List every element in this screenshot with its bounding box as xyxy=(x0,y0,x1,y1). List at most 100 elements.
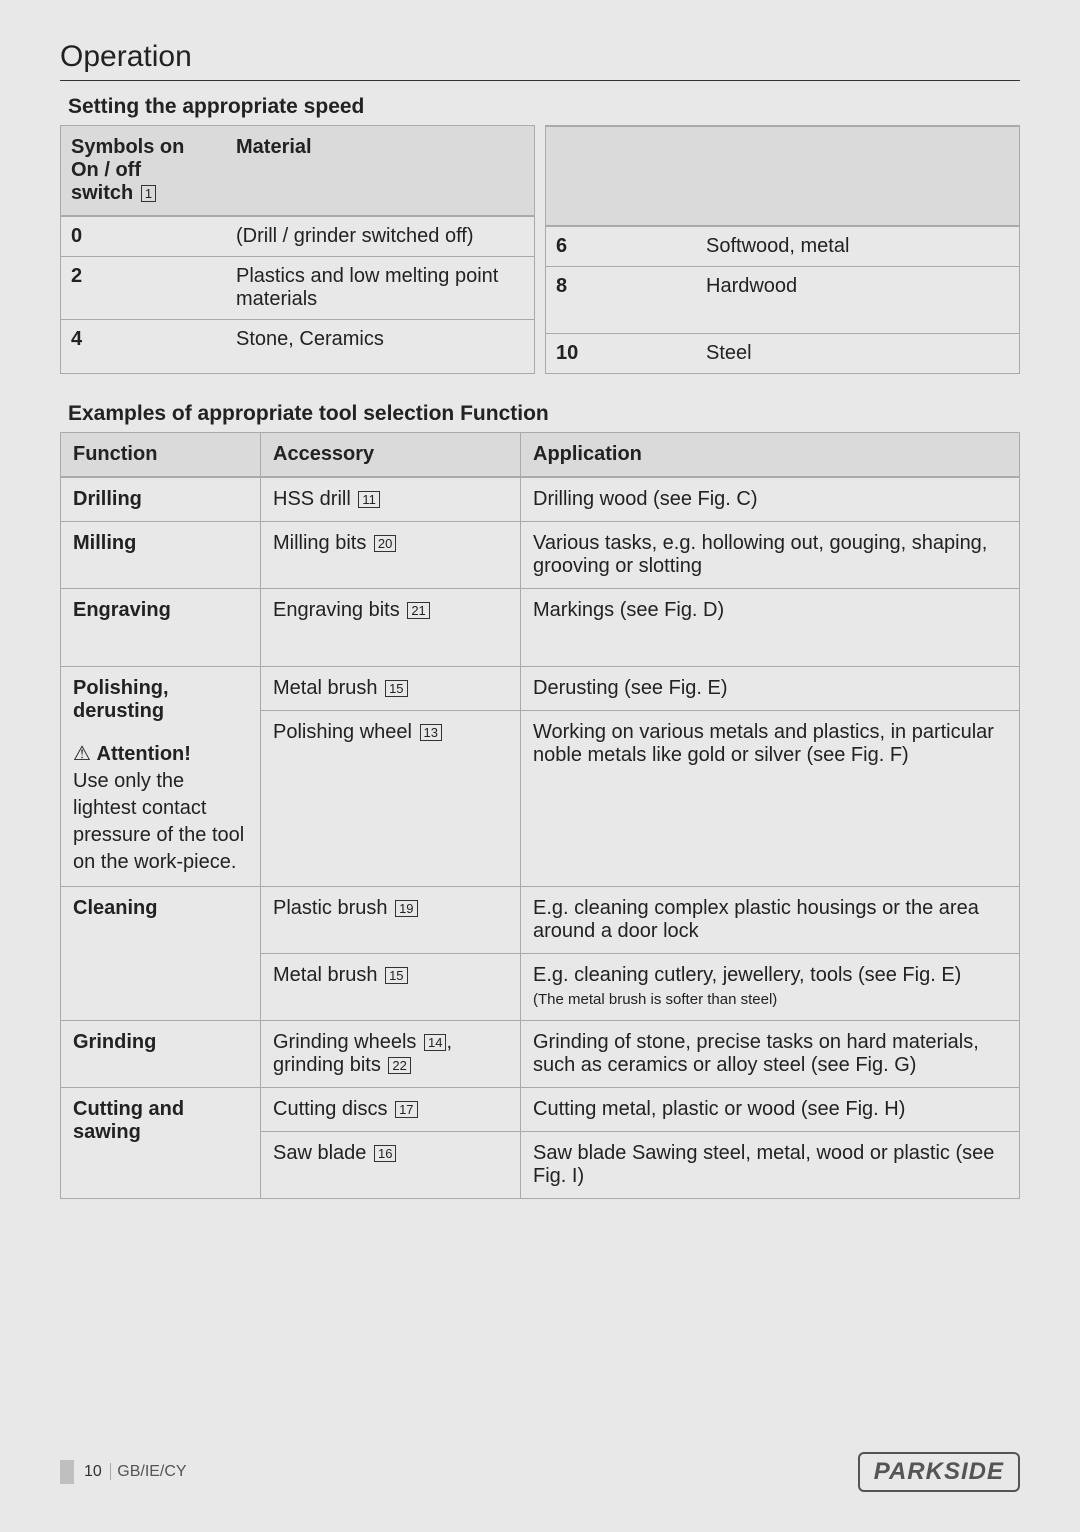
speed-symbol: 4 xyxy=(61,320,226,359)
accessory: Engraving bits 21 xyxy=(261,589,521,666)
section-title: Operation xyxy=(60,40,1020,81)
ref-box: 17 xyxy=(395,1101,417,1118)
application: Cutting metal, plastic or wood (see Fig.… xyxy=(521,1088,1019,1131)
page-num-value: 10 xyxy=(84,1463,102,1480)
accessory: Milling bits 20 xyxy=(261,522,521,588)
page-number: 10 GB/IE/CY xyxy=(84,1463,187,1481)
speed-heading: Setting the appropriate speed xyxy=(68,95,1020,119)
txt: sawing xyxy=(73,1121,141,1143)
th-accessory: Accessory xyxy=(261,433,521,476)
ref-box: 16 xyxy=(374,1145,396,1162)
application: Derusting (see Fig. E) xyxy=(521,667,1019,710)
table-row: Drilling HSS drill 11 Drilling wood (see… xyxy=(61,477,1019,521)
txt: E.g. cleaning cutlery, jewellery, tools … xyxy=(533,964,961,986)
accessory: Grinding wheels 14, grinding bits 22 xyxy=(261,1021,521,1087)
table-row: Milling Milling bits 20 Various tasks, e… xyxy=(61,521,1019,588)
txt: On / off xyxy=(71,159,141,181)
txt: HSS drill xyxy=(273,488,351,510)
speed-symbol: 6 xyxy=(546,227,696,266)
table-row: Grinding Grinding wheels 14, grinding bi… xyxy=(61,1020,1019,1087)
ref-box: 11 xyxy=(358,491,380,508)
accessory: Plastic brush 19 xyxy=(261,887,521,953)
ref-box: 15 xyxy=(385,680,407,697)
func: Milling xyxy=(61,522,261,588)
txt: derusting xyxy=(73,700,248,723)
application: Drilling wood (see Fig. C) xyxy=(521,478,1019,521)
accessory: HSS drill 11 xyxy=(261,478,521,521)
func: Polishing, derusting Attention! Use only… xyxy=(61,667,261,886)
txt: Cutting discs xyxy=(273,1098,388,1120)
application: Markings (see Fig. D) xyxy=(521,589,1019,666)
accessory: Polishing wheel 13 xyxy=(261,711,521,886)
func: Engraving xyxy=(61,589,261,666)
ref-box: 22 xyxy=(388,1057,410,1074)
txt: Plastic brush xyxy=(273,897,388,919)
page-marker xyxy=(60,1460,74,1484)
table-row: Cleaning Plastic brush 19 E.g. cleaning … xyxy=(61,886,1019,1020)
speed-material: Hardwood xyxy=(696,267,1019,333)
speed-material: (Drill / grinder switched off) xyxy=(226,217,534,256)
table-row: 6 Softwood, metal xyxy=(546,226,1019,266)
ref-box: 19 xyxy=(395,900,417,917)
txt: Cutting and xyxy=(73,1098,184,1120)
table-row: 10 Steel xyxy=(546,333,1019,373)
table-row: Cutting and sawing Cutting discs 17 Cutt… xyxy=(61,1087,1019,1198)
speed-symbol: 8 xyxy=(546,267,696,333)
th-application: Application xyxy=(521,433,1019,476)
brand-logo: PARKSIDE xyxy=(858,1452,1020,1492)
speed-symbol: 0 xyxy=(61,217,226,256)
speed-material: Stone, Ceramics xyxy=(226,320,534,359)
table-row: Engraving Engraving bits 21 Markings (se… xyxy=(61,588,1019,666)
txt: grinding bits xyxy=(273,1054,381,1076)
note: (The metal brush is softer than steel) xyxy=(533,991,777,1008)
ref-box: 1 xyxy=(141,185,156,202)
ref-box: 15 xyxy=(385,967,407,984)
ref-box: 20 xyxy=(374,535,396,552)
ref-box: 21 xyxy=(407,602,429,619)
txt: Metal brush xyxy=(273,964,378,986)
txt: Engraving bits xyxy=(273,599,400,621)
ref-box: 13 xyxy=(420,724,442,741)
txt: Attention! xyxy=(97,743,191,765)
func: Drilling xyxy=(61,478,261,521)
accessory: Cutting discs 17 xyxy=(261,1088,521,1131)
txt: Polishing wheel xyxy=(273,721,412,743)
page-region: GB/IE/CY xyxy=(110,1463,186,1480)
application: Working on various metals and plastics, … xyxy=(521,711,1019,886)
accessory: Metal brush 15 xyxy=(261,667,521,710)
txt: Saw blade xyxy=(273,1142,366,1164)
attention-note: Use only the lightest contact pressure o… xyxy=(73,768,248,876)
speed-symbol: 10 xyxy=(546,334,696,373)
application: E.g. cleaning complex plastic housings o… xyxy=(521,887,1019,953)
txt: Milling bits xyxy=(273,532,366,554)
th-function: Function xyxy=(61,433,261,476)
table-row: 0 (Drill / grinder switched off) xyxy=(61,216,534,256)
txt: Grinding wheels xyxy=(273,1031,416,1053)
page-footer: 10 GB/IE/CY PARKSIDE xyxy=(0,1452,1080,1492)
txt: Symbols on xyxy=(71,136,184,158)
txt: Metal brush xyxy=(273,677,378,699)
accessory: Saw blade 16 xyxy=(261,1132,521,1198)
speed-table: Symbols on On / off switch 1 Material 0 … xyxy=(60,125,1020,374)
application: Grinding of stone, precise tasks on hard… xyxy=(521,1021,1019,1087)
speed-material: Steel xyxy=(696,334,1019,373)
func: Cutting and sawing xyxy=(61,1088,261,1198)
ref-box: 14 xyxy=(424,1034,446,1051)
func: Grinding xyxy=(61,1021,261,1087)
speed-head-material: Material xyxy=(226,126,534,215)
tool-table: Function Accessory Application Drilling … xyxy=(60,432,1020,1199)
attention-label: Attention! xyxy=(73,741,248,766)
table-row: 8 Hardwood xyxy=(546,266,1019,333)
table-row: 4 Stone, Ceramics xyxy=(61,319,534,359)
accessory: Metal brush 15 xyxy=(261,954,521,1020)
application: Saw blade Sawing steel, metal, wood or p… xyxy=(521,1132,1019,1198)
table-row: 2 Plastics and low melting point materia… xyxy=(61,256,534,319)
txt: switch xyxy=(71,182,133,204)
speed-head-symbols: Symbols on On / off switch 1 xyxy=(61,126,226,215)
func: Cleaning xyxy=(61,887,261,1020)
speed-material: Plastics and low melting point materials xyxy=(226,257,534,319)
application: E.g. cleaning cutlery, jewellery, tools … xyxy=(521,954,1019,1020)
txt: Polishing, xyxy=(73,677,248,700)
tool-heading: Examples of appropriate tool selection F… xyxy=(68,402,1020,426)
application: Various tasks, e.g. hollowing out, gougi… xyxy=(521,522,1019,588)
